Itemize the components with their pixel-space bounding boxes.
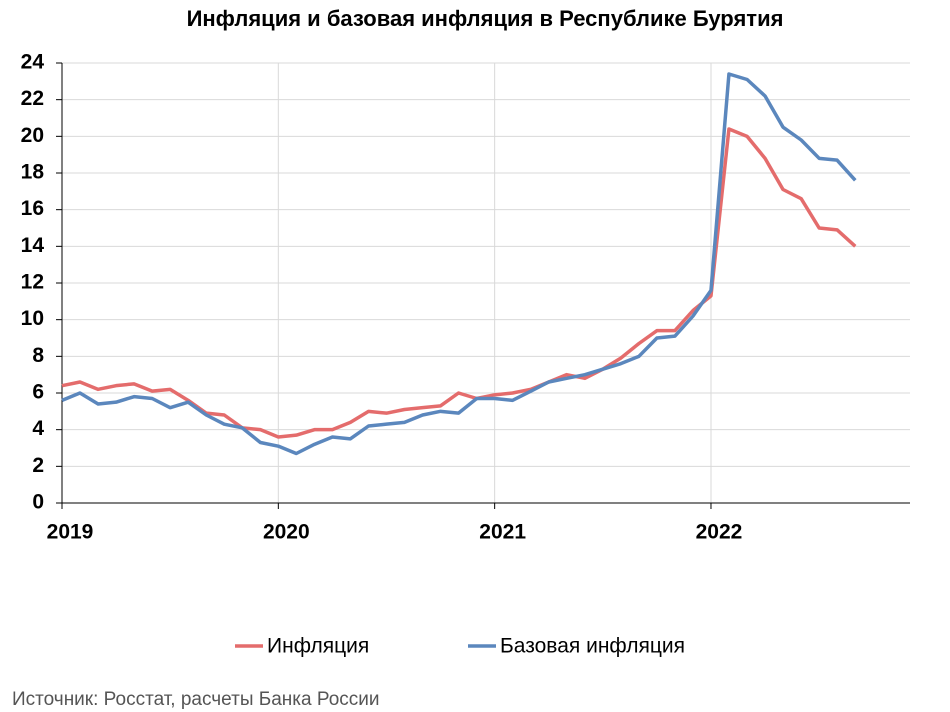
y-tick-label: 12 [21,271,44,294]
x-tick-label: 2019 [47,521,94,544]
legend-label: Инфляция [267,635,369,658]
y-tick-label: 16 [21,197,44,220]
y-tick-label: 14 [21,234,45,257]
y-tick-label: 20 [21,124,44,147]
x-tick-label: 2021 [479,521,526,544]
y-tick-label: 10 [21,307,44,330]
y-tick-label: 24 [21,51,45,74]
chart-title: Инфляция и базовая инфляция в Республике… [187,6,784,31]
data-line [61,72,857,456]
y-tick-label: 18 [21,161,45,184]
x-tick-label: 2020 [263,521,310,544]
y-tick-label: 2 [32,454,44,477]
y-tick-label: 8 [32,344,44,367]
y-tick-label: 6 [32,381,44,404]
source-note: Источник: Росстат, расчеты Банка России [12,689,380,710]
y-tick-label: 0 [32,491,44,514]
legend-label: Базовая инфляция [500,635,685,658]
y-tick-label: 22 [21,87,44,110]
y-tick-label: 4 [32,417,44,440]
x-tick-label: 2022 [696,521,743,544]
